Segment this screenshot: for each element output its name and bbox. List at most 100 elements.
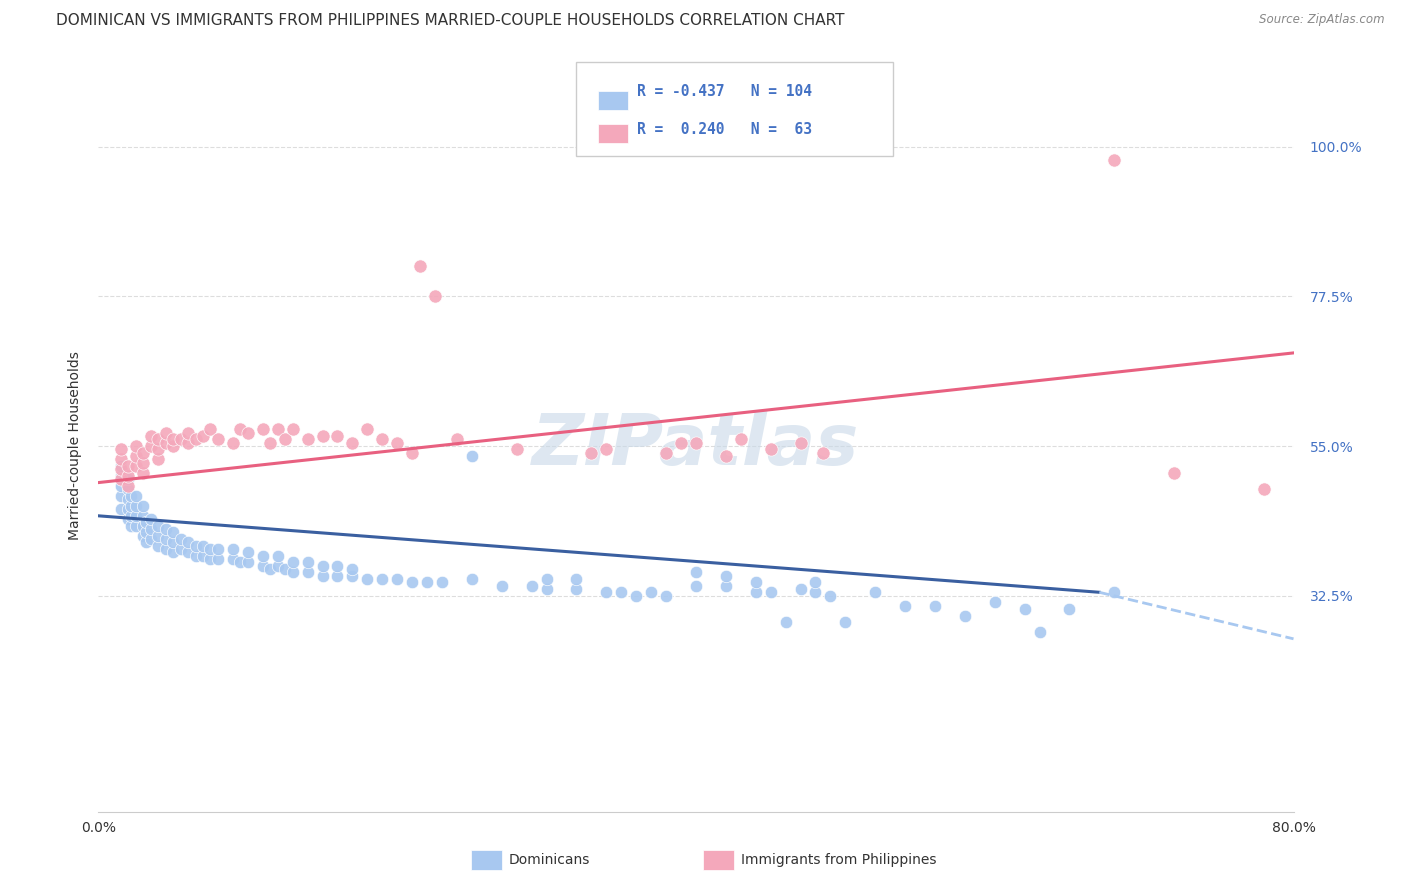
Point bbox=[162, 433, 184, 447]
Point bbox=[281, 422, 304, 436]
Point bbox=[252, 549, 274, 563]
Text: R =  0.240   N =  63: R = 0.240 N = 63 bbox=[637, 122, 811, 136]
Point bbox=[775, 615, 797, 630]
Point bbox=[125, 499, 148, 513]
Point bbox=[117, 458, 139, 473]
Point bbox=[135, 525, 157, 540]
Point bbox=[536, 572, 558, 586]
Point bbox=[581, 445, 603, 459]
Point bbox=[311, 429, 333, 443]
Point bbox=[125, 508, 148, 523]
Point bbox=[385, 572, 409, 586]
Point bbox=[120, 499, 142, 513]
Point bbox=[191, 549, 214, 563]
Point bbox=[685, 435, 707, 450]
Y-axis label: Married-couple Households: Married-couple Households bbox=[67, 351, 82, 541]
Point bbox=[408, 260, 430, 274]
Point bbox=[200, 542, 222, 557]
Text: Dominicans: Dominicans bbox=[509, 853, 591, 867]
Point bbox=[132, 456, 155, 470]
Point bbox=[125, 518, 148, 533]
Point bbox=[184, 539, 207, 553]
Point bbox=[1014, 602, 1036, 616]
Point bbox=[184, 549, 207, 563]
Point bbox=[236, 425, 259, 440]
Point bbox=[423, 289, 446, 303]
Point bbox=[865, 585, 887, 599]
Point bbox=[110, 452, 132, 467]
Point bbox=[281, 555, 304, 569]
Point bbox=[110, 502, 132, 516]
Point bbox=[685, 566, 707, 580]
Point bbox=[924, 599, 946, 613]
Point bbox=[236, 545, 259, 559]
Point bbox=[184, 433, 207, 447]
Point bbox=[135, 535, 157, 549]
Text: ZIPatlas: ZIPatlas bbox=[533, 411, 859, 481]
Point bbox=[222, 435, 245, 450]
Point bbox=[311, 558, 333, 573]
Point bbox=[132, 466, 155, 480]
Point bbox=[120, 489, 142, 503]
Point bbox=[326, 429, 349, 443]
Point bbox=[624, 589, 647, 603]
Point bbox=[461, 572, 484, 586]
Point bbox=[252, 558, 274, 573]
Point bbox=[132, 508, 155, 523]
Point bbox=[267, 422, 290, 436]
Point bbox=[274, 562, 297, 576]
Point bbox=[259, 562, 281, 576]
Point bbox=[1104, 585, 1126, 599]
Point bbox=[811, 445, 834, 459]
Point bbox=[110, 442, 132, 457]
Point bbox=[820, 589, 842, 603]
Point bbox=[356, 422, 378, 436]
Point bbox=[565, 582, 588, 596]
Point bbox=[155, 425, 177, 440]
Point bbox=[685, 579, 707, 593]
Point bbox=[148, 518, 170, 533]
Point bbox=[536, 582, 558, 596]
Point bbox=[148, 433, 170, 447]
Point bbox=[207, 433, 229, 447]
Point bbox=[326, 558, 349, 573]
Point bbox=[446, 433, 468, 447]
Point bbox=[610, 585, 633, 599]
Point bbox=[983, 595, 1005, 609]
Point bbox=[155, 542, 177, 557]
Text: DOMINICAN VS IMMIGRANTS FROM PHILIPPINES MARRIED-COUPLE HOUSEHOLDS CORRELATION C: DOMINICAN VS IMMIGRANTS FROM PHILIPPINES… bbox=[56, 13, 845, 29]
Point bbox=[236, 555, 259, 569]
Point bbox=[804, 575, 827, 590]
Point bbox=[565, 572, 588, 586]
Text: Immigrants from Philippines: Immigrants from Philippines bbox=[741, 853, 936, 867]
Point bbox=[491, 579, 513, 593]
Point bbox=[595, 442, 617, 457]
Point bbox=[139, 429, 162, 443]
Point bbox=[789, 582, 811, 596]
Point bbox=[745, 575, 768, 590]
Point bbox=[789, 435, 811, 450]
Point bbox=[342, 435, 364, 450]
Point bbox=[200, 552, 222, 566]
Point bbox=[139, 532, 162, 546]
Point bbox=[640, 585, 662, 599]
Point bbox=[229, 422, 252, 436]
Point bbox=[169, 433, 191, 447]
Point bbox=[110, 458, 132, 473]
Point bbox=[132, 445, 155, 459]
Point bbox=[342, 562, 364, 576]
Point bbox=[834, 615, 856, 630]
Point bbox=[267, 549, 290, 563]
Point bbox=[745, 585, 768, 599]
Point bbox=[894, 599, 917, 613]
Point bbox=[804, 585, 827, 599]
Point bbox=[520, 579, 543, 593]
Point bbox=[177, 425, 200, 440]
Point bbox=[110, 469, 132, 483]
Point bbox=[326, 568, 349, 582]
Point bbox=[1059, 602, 1081, 616]
Point bbox=[207, 542, 229, 557]
Point bbox=[110, 462, 132, 476]
Point bbox=[200, 422, 222, 436]
Point bbox=[169, 532, 191, 546]
